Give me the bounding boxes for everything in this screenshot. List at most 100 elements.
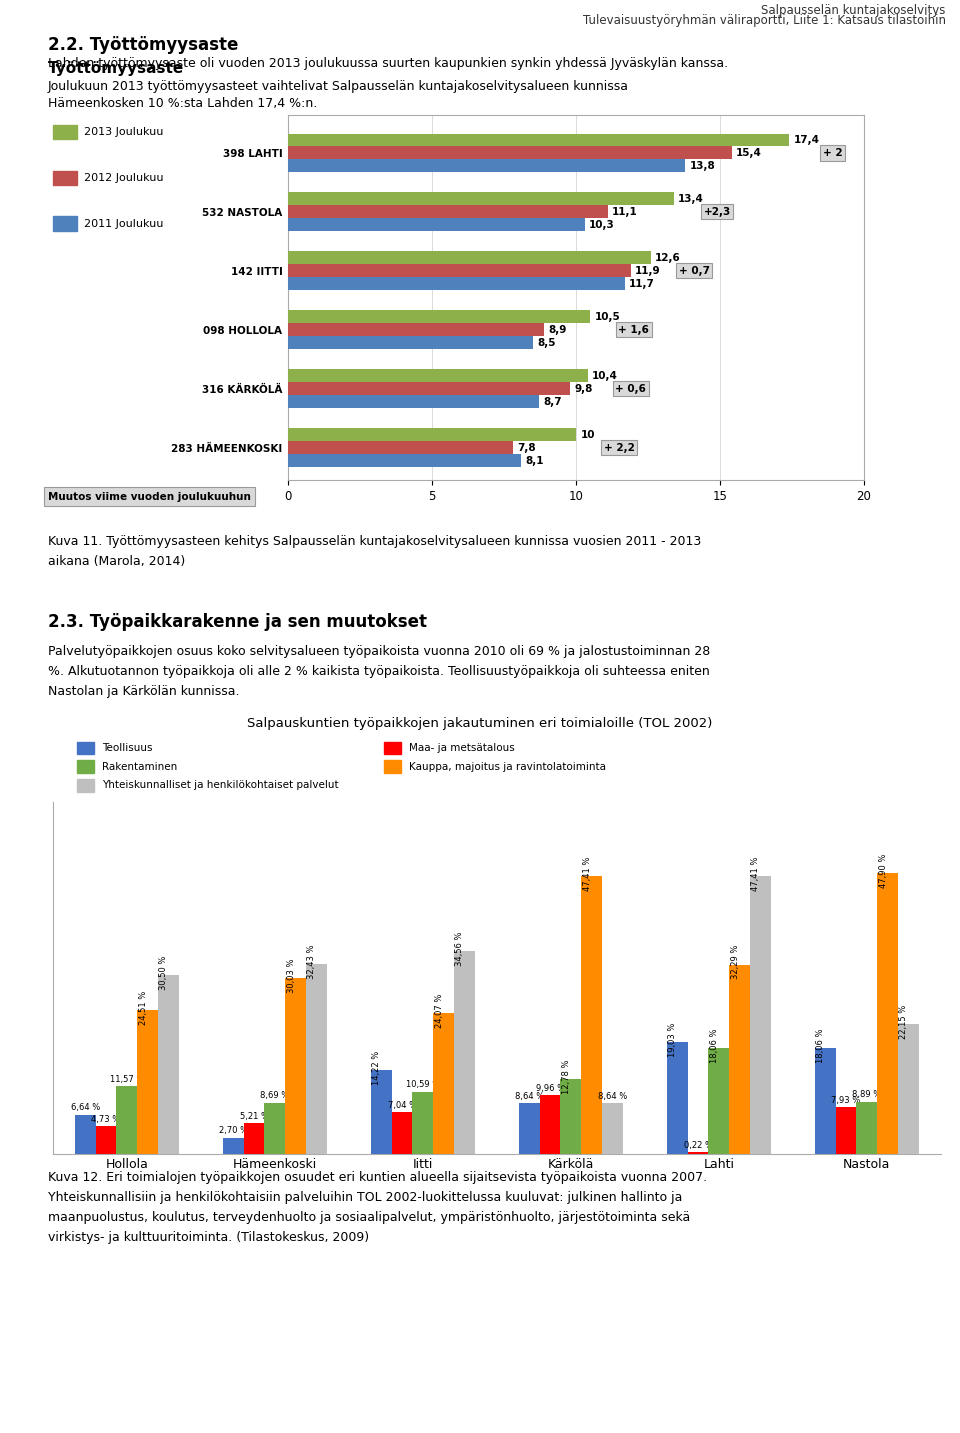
Text: 47,41 %: 47,41 %	[752, 857, 760, 891]
Bar	[288, 383, 570, 396]
Text: 13,8: 13,8	[689, 160, 715, 171]
Text: 7,93 %: 7,93 %	[831, 1096, 861, 1105]
Text: + 2: + 2	[823, 148, 842, 158]
Text: Salpauskuntien työpaikkojen jakautuminen eri toimialoille (TOL 2002): Salpauskuntien työpaikkojen jakautuminen…	[248, 716, 712, 729]
Bar	[856, 1102, 877, 1154]
Text: Muutos viime vuoden joulukuuhun: Muutos viime vuoden joulukuuhun	[48, 492, 251, 502]
Text: 8,9: 8,9	[549, 325, 567, 335]
Bar	[288, 251, 651, 264]
Text: 10,3: 10,3	[589, 219, 614, 229]
Text: 10,5: 10,5	[595, 312, 620, 322]
Text: 8,69 %: 8,69 %	[260, 1092, 289, 1101]
Text: 2012 Joulukuu: 2012 Joulukuu	[84, 173, 164, 182]
Text: Tulevaisuustyöryhmän väliraportti, Liite 1: Katsaus tilastoihin: Tulevaisuustyöryhmän väliraportti, Liite…	[583, 14, 946, 27]
Bar	[157, 974, 179, 1154]
Text: 2.2. Työttömyysaste: 2.2. Työttömyysaste	[48, 36, 238, 54]
Bar	[561, 1079, 581, 1154]
Text: 8,64 %: 8,64 %	[515, 1092, 544, 1101]
Text: + 1,6: + 1,6	[618, 325, 649, 335]
Bar	[708, 1048, 730, 1154]
Text: 12,78 %: 12,78 %	[562, 1059, 571, 1093]
Text: 12,6: 12,6	[655, 252, 681, 262]
Bar	[288, 337, 533, 350]
Text: 10,4: 10,4	[591, 371, 617, 381]
Text: 0,22 %: 0,22 %	[684, 1141, 712, 1149]
Bar	[288, 428, 576, 441]
Text: 9,8: 9,8	[574, 384, 593, 394]
Text: 30,50 %: 30,50 %	[159, 956, 168, 990]
Bar	[288, 370, 588, 383]
Text: 34,56 %: 34,56 %	[455, 931, 465, 966]
Bar	[288, 454, 521, 467]
Bar	[288, 396, 539, 408]
Text: 24,07 %: 24,07 %	[435, 993, 444, 1027]
Text: Kuva 11. Työttömyysasteen kehitys Salpausselän kuntajakoselvitysalueen kunnissa : Kuva 11. Työttömyysasteen kehitys Salpau…	[48, 535, 701, 547]
Text: +2,3: +2,3	[704, 206, 731, 216]
Text: Teollisuus: Teollisuus	[102, 744, 153, 752]
Bar	[898, 1025, 919, 1154]
Bar	[371, 1070, 392, 1154]
Text: Työttömyysaste: Työttömyysaste	[48, 62, 184, 76]
Text: 47,90 %: 47,90 %	[878, 854, 887, 888]
Bar	[288, 192, 674, 205]
Text: + 0,7: + 0,7	[679, 267, 709, 275]
Bar	[750, 876, 771, 1154]
Text: Yhteiskunnalliset ja henkilökohtaiset palvelut: Yhteiskunnalliset ja henkilökohtaiset pa…	[102, 781, 338, 790]
Bar	[288, 278, 625, 291]
Text: + 2,2: + 2,2	[604, 443, 635, 453]
Text: Lahden työttömyysaste oli vuoden 2013 joulukuussa suurten kaupunkien synkin yhde: Lahden työttömyysaste oli vuoden 2013 jo…	[48, 57, 728, 70]
Bar	[433, 1013, 454, 1154]
Text: Joulukuun 2013 työttömyysasteet vaihtelivat Salpausselän kuntajakoselvitysalueen: Joulukuun 2013 työttömyysasteet vaihteli…	[48, 80, 629, 93]
Text: 7,04 %: 7,04 %	[388, 1101, 417, 1111]
Text: 8,7: 8,7	[543, 397, 562, 407]
Text: + 0,6: + 0,6	[615, 384, 646, 394]
Text: 11,9: 11,9	[636, 267, 660, 275]
Text: Salpausselän kuntajakoselvitys: Salpausselän kuntajakoselvitys	[761, 4, 946, 17]
Bar	[877, 873, 898, 1154]
Text: 30,03 %: 30,03 %	[286, 959, 296, 993]
Bar	[75, 1115, 96, 1154]
Bar	[667, 1042, 687, 1154]
Text: 32,43 %: 32,43 %	[307, 944, 316, 979]
Text: 19,03 %: 19,03 %	[668, 1023, 678, 1058]
Bar	[288, 324, 544, 337]
Text: 7,8: 7,8	[516, 443, 536, 453]
Text: 18,06 %: 18,06 %	[709, 1029, 719, 1063]
Text: 22,15 %: 22,15 %	[900, 1005, 908, 1039]
Bar	[288, 218, 585, 231]
Text: 8,64 %: 8,64 %	[598, 1092, 627, 1101]
Text: 2,70 %: 2,70 %	[219, 1126, 248, 1135]
Text: Kauppa, majoitus ja ravintolatoiminta: Kauppa, majoitus ja ravintolatoiminta	[409, 762, 606, 771]
Bar	[116, 1086, 137, 1154]
Text: 5,21 %: 5,21 %	[240, 1112, 269, 1121]
Text: virkistys- ja kulttuuritoiminta. (Tilastokeskus, 2009): virkistys- ja kulttuuritoiminta. (Tilast…	[48, 1231, 370, 1244]
Bar	[288, 205, 608, 218]
Text: 9,96 %: 9,96 %	[536, 1083, 564, 1093]
Text: 32,29 %: 32,29 %	[731, 946, 739, 980]
Text: 10: 10	[580, 430, 595, 440]
Text: 13,4: 13,4	[678, 193, 704, 203]
Text: 2013 Joulukuu: 2013 Joulukuu	[84, 128, 164, 136]
Text: 8,1: 8,1	[525, 456, 544, 466]
Text: 17,4: 17,4	[793, 135, 820, 145]
Text: 9: 9	[34, 1379, 55, 1409]
Bar	[264, 1103, 285, 1154]
Bar	[413, 1092, 433, 1154]
Bar	[602, 1103, 623, 1154]
Bar	[581, 876, 602, 1154]
Text: %. Alkutuotannon työpaikkoja oli alle 2 % kaikista työpaikoista. Teollisuustyöpa: %. Alkutuotannon työpaikkoja oli alle 2 …	[48, 665, 709, 678]
Bar	[223, 1138, 244, 1154]
Bar	[96, 1126, 116, 1154]
Bar	[288, 133, 789, 146]
Text: 11,7: 11,7	[630, 279, 655, 289]
Bar	[288, 146, 732, 159]
Bar	[392, 1112, 413, 1154]
Text: 2011 Joulukuu: 2011 Joulukuu	[84, 219, 164, 228]
Text: 4,73 %: 4,73 %	[91, 1115, 121, 1123]
Bar	[285, 977, 306, 1154]
Text: 6,64 %: 6,64 %	[71, 1103, 100, 1112]
Bar	[244, 1123, 264, 1154]
Bar	[288, 441, 513, 454]
Bar	[288, 311, 590, 324]
Bar	[815, 1048, 836, 1154]
